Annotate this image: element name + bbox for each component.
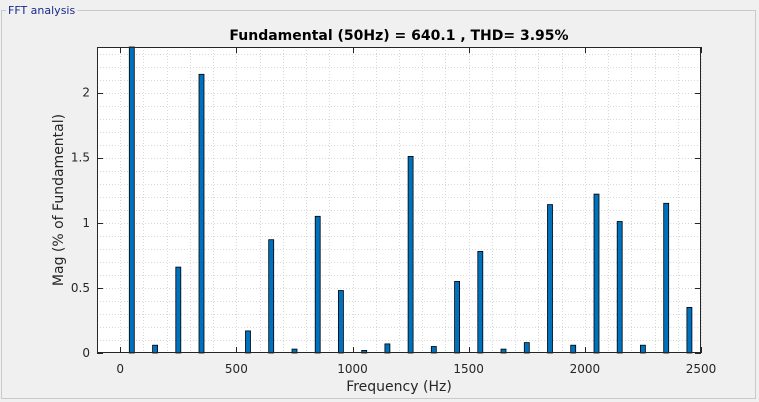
bars — [128, 46, 693, 354]
bar-50hz — [128, 46, 135, 354]
bar-1850hz — [547, 204, 553, 354]
fft-analysis-panel — [1, 10, 756, 399]
bar-1150hz — [384, 343, 391, 354]
panel-title: FFT analysis — [6, 4, 78, 17]
x-tick-label: 500 — [225, 362, 248, 376]
bar-1450hz — [454, 280, 461, 354]
grid-lines — [97, 47, 702, 353]
bar-1550hz — [477, 250, 484, 354]
y-tick-label: 2 — [82, 86, 90, 100]
bar-2150hz — [616, 221, 623, 354]
bar-2350hz — [663, 202, 670, 354]
bar-250hz — [175, 266, 182, 354]
x-tick-label: 0 — [116, 362, 124, 376]
y-axis-label: Mag (% of Fundamental) — [51, 114, 67, 286]
y-tick-label: 1 — [82, 216, 90, 230]
y-tick-label: 0 — [82, 346, 90, 360]
bar-650hz — [268, 239, 275, 354]
x-tick-label: 2500 — [686, 362, 717, 376]
bar-2450hz — [686, 306, 693, 354]
bar-2050hz — [593, 193, 600, 354]
bar-1750hz — [523, 342, 530, 354]
bar-550hz — [245, 330, 251, 354]
x-tick-label: 1500 — [453, 362, 484, 376]
y-tick-label: 1.5 — [71, 151, 90, 165]
bar-350hz — [198, 73, 205, 354]
ticks: 0 500 1000 1500 2000 2500 0 0.5 1 1.5 2 — [71, 47, 716, 376]
bar-1250hz — [407, 155, 414, 354]
axes-box — [97, 47, 701, 353]
bar-950hz — [337, 290, 344, 354]
bar-150hz — [152, 344, 159, 354]
y-tick-label: 0.5 — [71, 281, 90, 295]
x-axis-label: Frequency (Hz) — [346, 379, 452, 395]
bar-1950hz — [570, 344, 577, 354]
bar-850hz — [314, 215, 321, 354]
chart-title: Fundamental (50Hz) = 640.1 , THD= 3.95% — [229, 28, 568, 44]
bar-2250hz — [640, 344, 646, 354]
x-tick-label: 2000 — [570, 362, 601, 376]
x-tick-label: 1000 — [337, 362, 368, 376]
